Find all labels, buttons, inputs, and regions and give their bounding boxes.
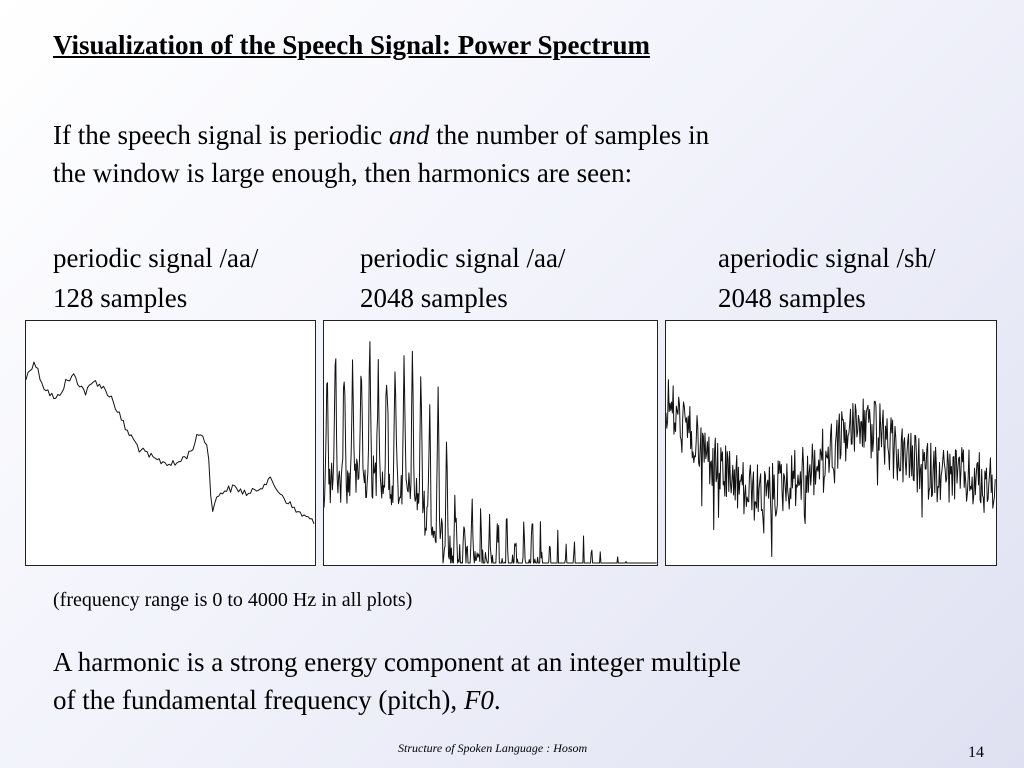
plot-1-label-line-1: periodic signal /aa/ [53,243,259,273]
plot-2-spectrum-line [324,341,657,564]
frequency-range-note: (frequency range is 0 to 4000 Hz in all … [53,589,413,611]
plot-3-label: aperiodic signal /sh/ 2048 samples [718,238,935,318]
footer-text: Structure of Spoken Language : Hosom [398,741,588,755]
plot-1-spectrum [26,361,315,525]
plot-3-spectrum [666,379,996,557]
slide-title: Visualization of the Speech Signal: Powe… [53,30,650,60]
plot-3 [665,320,997,566]
intro-emphasis: and [388,120,430,150]
intro-line-1: If the speech signal is periodic and the… [53,116,953,154]
harmonic-line-2-start: of the fundamental frequency (pitch), [53,685,464,715]
harmonic-line-1: A harmonic is a strong energy component … [53,647,741,677]
plot-2 [323,320,658,566]
plot-3-label-line-2: 2048 samples [718,283,866,313]
plot-2-spectrum [324,341,657,564]
plot-3-spectrum-line [666,379,996,557]
harmonic-line-2: of the fundamental frequency (pitch), F0… [53,681,973,719]
harmonic-definition: A harmonic is a strong energy component … [53,643,973,719]
plot-1-label: periodic signal /aa/ 128 samples [53,238,258,318]
plot-1 [25,320,316,566]
plot-2-label-line-2: 2048 samples [360,283,508,313]
intro-line-1-start: If the speech signal is periodic [53,120,389,150]
plot-2-label: periodic signal /aa/ 2048 samples [360,238,565,318]
harmonic-line-2-end: . [493,685,501,715]
f0-symbol: F0 [463,685,494,715]
intro-text: If the speech signal is periodic and the… [53,116,953,192]
intro-line-1-end: the number of samples in [429,120,710,150]
intro-line-2: the window is large enough, then harmoni… [53,158,633,188]
plot-3-label-line-1: aperiodic signal /sh/ [718,243,936,273]
plot-2-label-line-1: periodic signal /aa/ [360,243,566,273]
plot-1-label-line-2: 128 samples [53,283,188,313]
page-number: 14 [968,744,984,761]
plot-1-spectrum-line [26,361,315,525]
